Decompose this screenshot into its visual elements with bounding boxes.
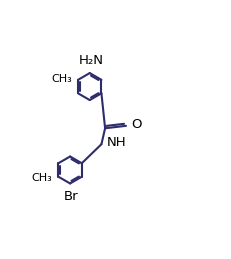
Text: O: O [131, 118, 141, 131]
Text: CH₃: CH₃ [32, 173, 52, 183]
Text: NH: NH [106, 136, 126, 149]
Text: Br: Br [64, 190, 79, 203]
Text: H₂N: H₂N [79, 54, 103, 67]
Text: CH₃: CH₃ [51, 74, 72, 84]
